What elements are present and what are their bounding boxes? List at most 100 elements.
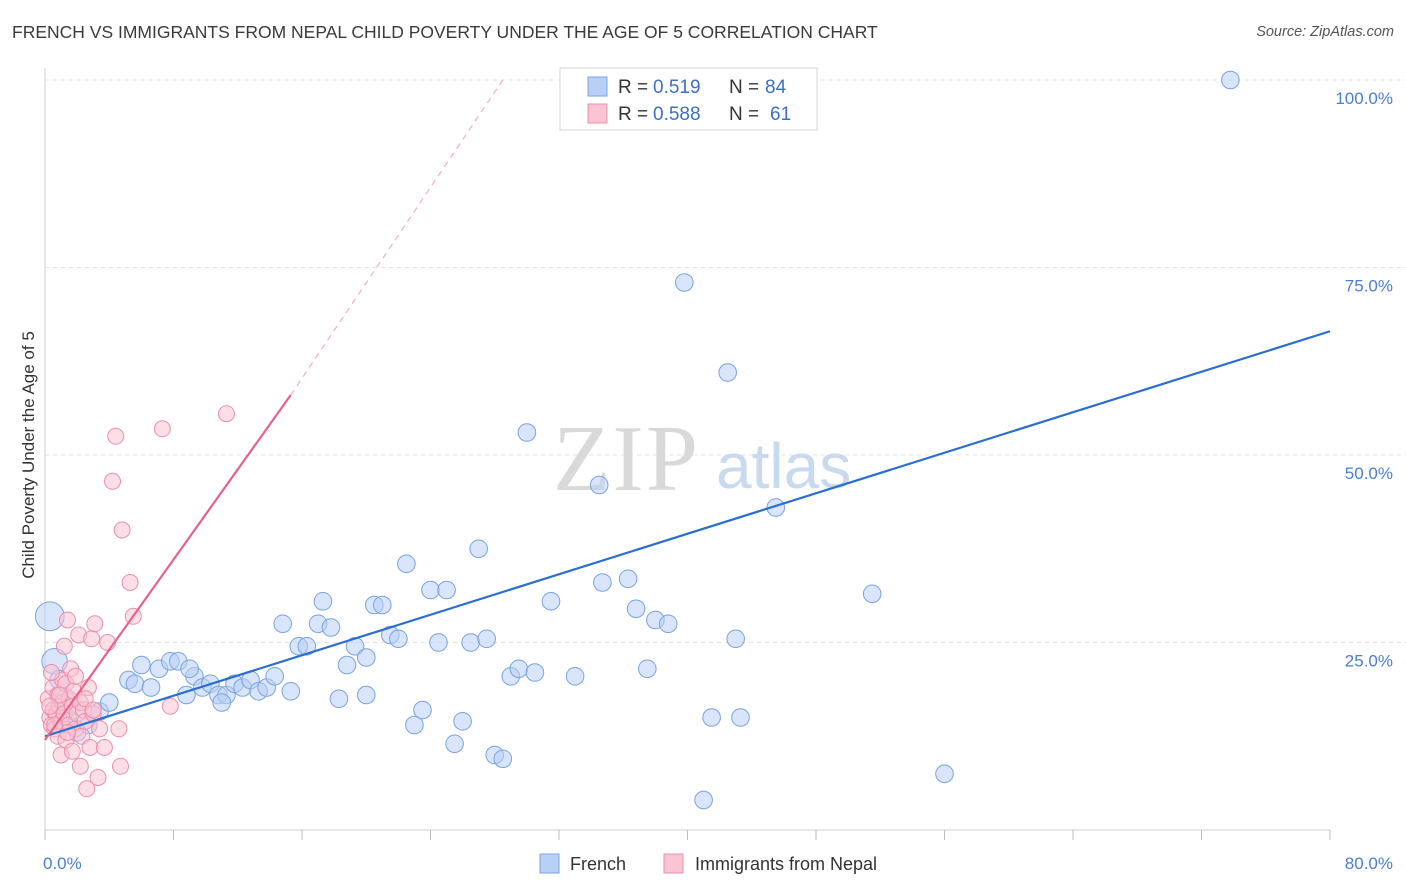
point-french-59	[517, 423, 537, 442]
point-french-46	[413, 700, 432, 720]
watermark-zip: ZIP	[553, 407, 700, 511]
point-french-33	[313, 592, 333, 611]
point-french-52	[461, 633, 481, 652]
point-french-51	[453, 712, 472, 731]
point-french-75	[731, 708, 750, 727]
point-french-49	[437, 580, 456, 600]
point-french-60	[525, 663, 545, 682]
point-nepal-39	[89, 769, 107, 786]
legend-n-label-nepal: N =	[729, 104, 759, 125]
legend-r-value-nepal: 0.588	[653, 104, 701, 125]
point-french-43	[389, 629, 408, 649]
point-nepal-59	[41, 697, 59, 715]
point-nepal-47	[113, 521, 131, 539]
point-french-70	[675, 273, 694, 292]
point-french-82	[212, 693, 231, 712]
point-french-83	[180, 659, 199, 679]
chart-source: Source: ZipAtlas.com	[1256, 24, 1394, 40]
point-nepal-54	[51, 686, 68, 704]
point-french-65	[618, 569, 638, 589]
point-nepal-44	[107, 427, 125, 445]
point-french-10	[125, 674, 145, 694]
point-nepal-58	[84, 701, 102, 719]
point-nepal-14	[55, 637, 73, 655]
point-nepal-38	[86, 615, 104, 633]
point-nepal-45	[110, 720, 128, 738]
point-french-39	[357, 685, 376, 705]
point-french-35	[329, 689, 349, 709]
point-nepal-48	[121, 574, 139, 591]
point-french-77	[862, 584, 882, 604]
point-french-44	[397, 554, 416, 574]
grid-layer	[45, 79, 1406, 643]
point-french-41	[373, 595, 392, 615]
point-nepal-40	[91, 720, 109, 738]
point-french-53	[469, 539, 489, 559]
trend-layer	[44, 79, 1331, 741]
point-french-78	[935, 764, 954, 784]
bottom-legend-label-nepal: Immigrants from Nepal	[695, 854, 877, 874]
point-french-31	[297, 637, 317, 656]
point-nepal-51	[161, 697, 179, 715]
trend-line-nepal	[44, 394, 292, 741]
legend-r-label-nepal: R =	[618, 104, 648, 125]
bottom-legend-swatch-french	[539, 853, 560, 874]
point-french-29	[273, 614, 293, 634]
bottom-legend: French Immigrants from Nepal	[539, 853, 877, 874]
point-french-38	[357, 648, 376, 667]
point-french-69	[658, 614, 678, 634]
legend: R = 0.519 N = 84 R = 0.588 N = 61	[559, 67, 818, 131]
point-french-76	[766, 498, 786, 517]
legend-swatch-french	[587, 76, 608, 97]
point-nepal-52	[218, 405, 235, 423]
y-tick-label-1: 75.0%	[1345, 277, 1393, 296]
point-french-54	[477, 629, 497, 649]
trend-line-french	[44, 330, 1331, 738]
point-french-66	[626, 599, 646, 619]
chart-title: FRENCH VS IMMIGRANTS FROM NEPAL CHILD PO…	[12, 22, 878, 42]
point-french-56	[493, 749, 513, 769]
legend-n-label-french: N =	[729, 77, 759, 98]
x-tick-label-1: 80.0%	[1345, 854, 1393, 873]
watermark-atlas: atlas	[716, 430, 851, 502]
point-french-47	[421, 580, 440, 600]
bottom-legend-swatch-nepal	[663, 853, 684, 874]
point-french-8	[100, 693, 119, 712]
point-nepal-41	[95, 739, 113, 756]
legend-swatch-nepal	[587, 103, 608, 124]
point-french-28	[281, 682, 301, 701]
point-french-12	[141, 678, 161, 697]
point-nepal-56	[67, 667, 84, 685]
legend-r-value-french: 0.519	[653, 77, 701, 98]
y-tick-label-2: 50.0%	[1345, 464, 1393, 483]
x-tick-label-0: 0.0%	[43, 854, 82, 873]
legend-n-value-nepal: 61	[770, 104, 791, 125]
point-french-58	[509, 659, 529, 679]
point-nepal-50	[153, 420, 171, 438]
point-nepal-53	[42, 664, 60, 681]
ticks-layer: 100.0% 75.0% 50.0% 25.0% 0.0% 80.0%	[43, 89, 1393, 873]
bottom-legend-label-french: French	[570, 854, 626, 874]
point-french-61	[541, 592, 561, 611]
point-nepal-46	[112, 757, 129, 775]
point-french-63	[589, 475, 609, 495]
point-french-34	[321, 618, 341, 637]
y-tick-label-3: 25.0%	[1345, 652, 1393, 671]
point-nepal-23	[63, 742, 81, 760]
point-french-74	[726, 629, 746, 649]
point-french-67	[638, 659, 657, 679]
trend-line-nepal-extrapolated	[290, 79, 504, 396]
point-french-72	[702, 708, 721, 727]
point-nepal-35	[81, 739, 99, 756]
point-french-36	[337, 655, 357, 675]
point-nepal-29	[71, 757, 89, 775]
point-nepal-33	[78, 780, 96, 798]
point-nepal-18	[59, 611, 76, 629]
y-axis-title: Child Poverty Under the Age of 5	[19, 331, 38, 579]
point-french-48	[429, 633, 448, 652]
point-nepal-36	[83, 630, 101, 648]
y-tick-label-0: 100.0%	[1335, 89, 1393, 108]
point-french-45	[405, 715, 424, 735]
point-french-64	[593, 573, 612, 592]
